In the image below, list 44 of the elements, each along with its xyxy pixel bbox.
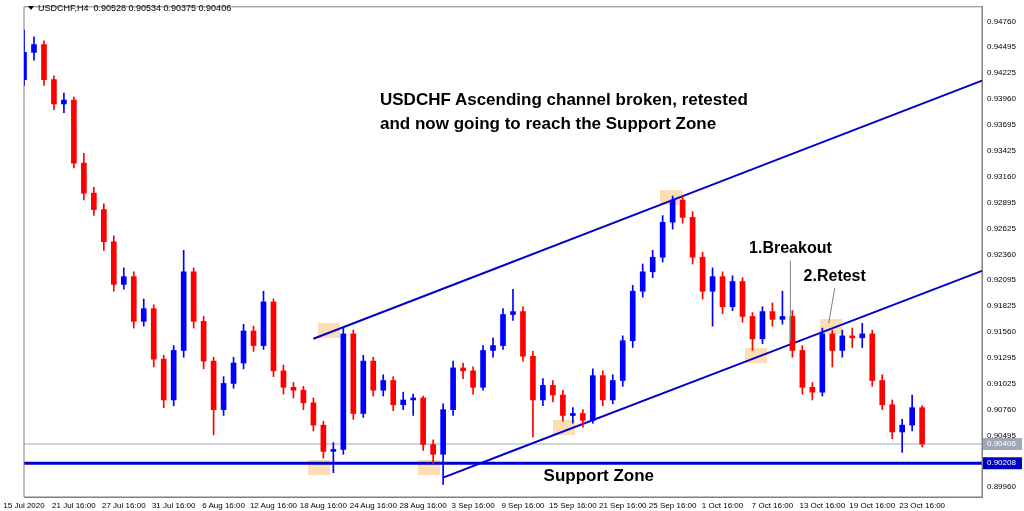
x-tick-label: 21 Sep 16:00 bbox=[598, 501, 648, 510]
x-tick-label: 6 Aug 16:00 bbox=[202, 501, 246, 510]
annotation: 2.Retest bbox=[803, 266, 867, 284]
y-tick-label: 0.91560 bbox=[987, 327, 1017, 337]
x-tick-label: 19 Oct 16:00 bbox=[849, 501, 896, 510]
y-tick-label: 0.90406 bbox=[987, 439, 1017, 449]
x-tick-label: 21 Jul 16:00 bbox=[52, 501, 97, 510]
y-tick-label: 0.93695 bbox=[987, 119, 1017, 129]
annotation: 1.Breakout bbox=[749, 239, 833, 257]
y-tick-label: 0.93425 bbox=[987, 146, 1017, 156]
x-tick-label: 9 Sep 16:00 bbox=[501, 501, 546, 510]
x-tick-label: 15 Jul 2020 bbox=[3, 501, 46, 510]
x-tick-label: 23 Oct 16:00 bbox=[899, 501, 946, 510]
x-tick-label: 13 Oct 16:00 bbox=[799, 501, 846, 510]
x-tick-label: 7 Oct 16:00 bbox=[751, 501, 794, 510]
x-tick-label: 27 Jul 16:00 bbox=[101, 501, 147, 510]
y-tick-label: 0.91295 bbox=[987, 352, 1017, 362]
x-tick-label: 24 Aug 16:00 bbox=[349, 501, 398, 510]
y-tick-label: 0.94495 bbox=[987, 42, 1017, 52]
x-tick-label: 28 Aug 16:00 bbox=[399, 501, 448, 510]
y-tick-label: 0.91025 bbox=[987, 379, 1017, 389]
y-tick-label: 0.90495 bbox=[987, 430, 1017, 440]
y-tick-label: 0.92360 bbox=[987, 249, 1017, 259]
y-tick-label: 0.90760 bbox=[987, 404, 1017, 414]
x-tick-label: 18 Aug 16:00 bbox=[299, 501, 348, 510]
annotation: USDCHF,H4 0.90528 0.90534 0.90375 0.90406 bbox=[38, 3, 232, 13]
y-tick-label: 0.90208 bbox=[987, 458, 1017, 468]
y-tick-label: 0.94760 bbox=[987, 16, 1017, 26]
y-tick-label: 0.93960 bbox=[987, 94, 1017, 104]
x-tick-label: 1 Oct 16:00 bbox=[701, 501, 744, 510]
y-tick-label: 0.93160 bbox=[987, 171, 1017, 181]
y-tick-label: 0.92895 bbox=[987, 197, 1017, 207]
y-tick-label: 0.92625 bbox=[987, 223, 1017, 233]
x-tick-label: 15 Sep 16:00 bbox=[549, 501, 598, 510]
ref-line-label: Support Zone bbox=[543, 466, 655, 486]
text: USDCHF Ascending channel broken, retested and now going to reach the Support Zone bbox=[380, 89, 748, 135]
x-tick-label: 25 Sep 16:00 bbox=[648, 501, 697, 510]
x-tick-label: 3 Sep 16:00 bbox=[451, 501, 496, 510]
x-tick-label: 12 Aug 16:00 bbox=[249, 501, 298, 510]
y-tick-label: 0.94225 bbox=[987, 68, 1017, 78]
y-tick-label: 0.92095 bbox=[987, 275, 1017, 285]
y-tick-label: 0.89960 bbox=[987, 482, 1017, 492]
y-tick-label: 0.91825 bbox=[987, 301, 1017, 311]
x-tick-label: 31 Jul 16:00 bbox=[151, 501, 197, 510]
